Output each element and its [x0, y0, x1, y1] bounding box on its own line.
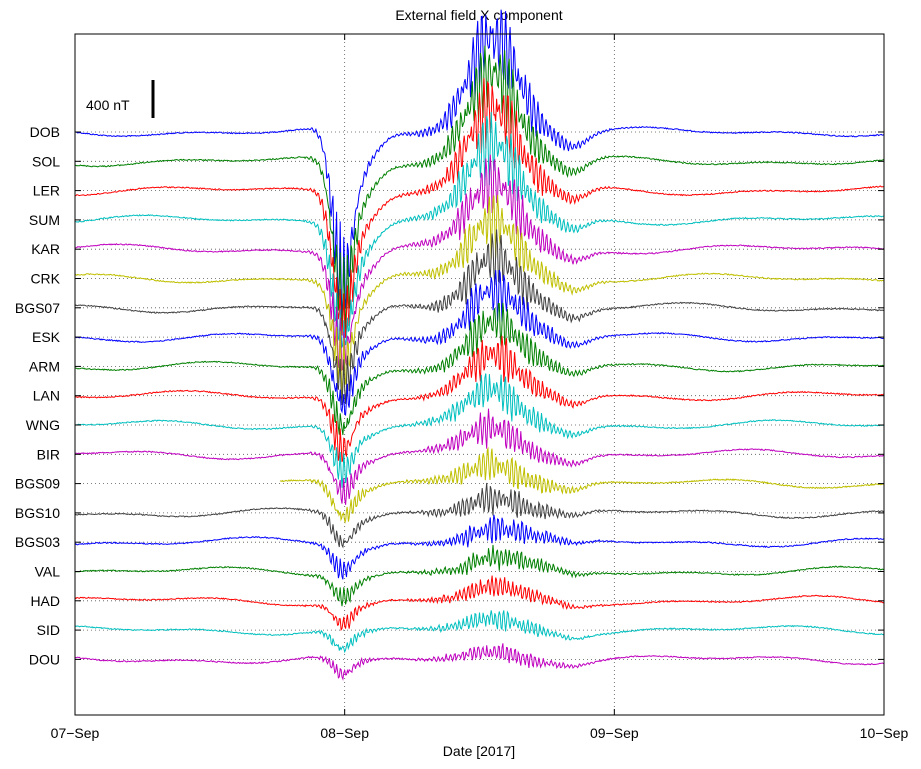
- x-tick-label: 08−Sep: [320, 725, 369, 741]
- station-trace: [74, 78, 884, 338]
- station-trace: [74, 544, 885, 607]
- scale-bar-label: 400 nT: [86, 97, 130, 113]
- station-trace: [74, 514, 885, 580]
- station-label: DOU: [29, 651, 60, 667]
- axes-frame: [74, 33, 885, 716]
- station-label: WNG: [26, 417, 60, 433]
- station-label: BGS10: [15, 505, 60, 521]
- station-label: LER: [33, 183, 60, 199]
- station-trace: [74, 575, 885, 632]
- station-label: BGS09: [15, 476, 60, 492]
- station-trace: [74, 335, 885, 463]
- station-label: SUM: [29, 212, 60, 228]
- x-tick-label: 07−Sep: [51, 725, 100, 741]
- station-label: ESK: [32, 329, 61, 345]
- station-label: BIR: [37, 446, 60, 462]
- station-trace: [74, 194, 885, 395]
- station-trace: [74, 45, 885, 333]
- station-trace: [74, 302, 885, 436]
- x-tick-label: 10−Sep: [860, 725, 909, 741]
- station-trace: [74, 269, 885, 417]
- station-trace: [74, 482, 885, 549]
- chart-title: External field X component: [395, 7, 562, 23]
- station-label: VAL: [35, 564, 61, 580]
- station-label: BGS07: [15, 300, 60, 316]
- station-label: BGS03: [15, 534, 60, 550]
- station-trace: [74, 111, 885, 349]
- station-label: SOL: [32, 153, 60, 169]
- x-tick-labels: 07−Sep 08−Sep 09−Sep 10−Sep: [51, 725, 909, 741]
- station-label: CRK: [30, 271, 60, 287]
- station-label: HAD: [30, 593, 60, 609]
- ticks: [74, 34, 885, 715]
- station-label: DOB: [30, 124, 60, 140]
- station-label: LAN: [33, 388, 60, 404]
- station-trace: [74, 643, 885, 681]
- x-tick-label: 09−Sep: [590, 725, 639, 741]
- x-axis-label: Date [2017]: [443, 743, 515, 759]
- station-trace: [279, 446, 885, 524]
- station-labels: DOB SOL LER SUM KAR CRK BGS07 ESK ARM LAN WNG BIR BG…: [15, 124, 61, 667]
- station-label: KAR: [31, 241, 60, 257]
- station-trace: [74, 229, 885, 406]
- station-label: SID: [37, 622, 60, 638]
- station-trace: [74, 610, 885, 654]
- traces: [74, 9, 885, 681]
- station-trace: [74, 154, 885, 372]
- station-label: ARM: [29, 358, 60, 374]
- station-trace: [74, 408, 885, 505]
- station-trace: [74, 373, 885, 488]
